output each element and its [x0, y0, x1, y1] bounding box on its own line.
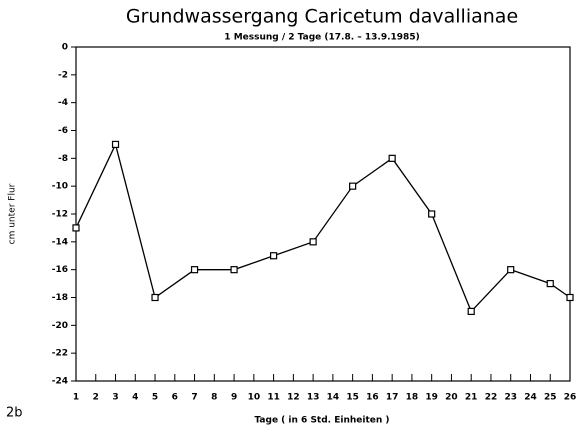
x-tick-label: 10	[248, 393, 261, 403]
x-tick-label: 22	[485, 393, 498, 403]
x-tick-label: 19	[425, 393, 438, 403]
point-marker	[309, 238, 317, 246]
point-marker	[230, 266, 238, 274]
x-tick-label: 9	[231, 393, 237, 403]
x-tick-label: 14	[327, 393, 340, 403]
y-tick-label: -18	[52, 293, 68, 303]
y-tick-label: -2	[58, 70, 68, 80]
point-marker	[270, 252, 278, 260]
y-tick-label: -24	[52, 377, 68, 387]
point-marker	[388, 154, 396, 162]
x-tick-label: 3	[112, 393, 118, 403]
x-tick-label: 18	[406, 393, 419, 403]
point-marker	[151, 293, 159, 302]
y-tick-label: -4	[58, 98, 68, 108]
chart-subtitle: 1 Messung / 2 Tage (17.8. – 13.9.1985)	[224, 33, 419, 43]
y-tick-label: -10	[52, 182, 68, 192]
x-tick-label: 4	[132, 393, 138, 403]
y-tick-label: -12	[52, 210, 68, 220]
plot-frame	[75, 46, 571, 382]
point-marker	[111, 140, 120, 149]
x-tick-label: 20	[445, 393, 458, 403]
point-marker	[72, 224, 80, 232]
point-marker	[507, 266, 515, 274]
y-axis-label: cm unter Flur	[8, 183, 18, 244]
x-tick-label: 21	[465, 393, 478, 403]
y-tick-label: -8	[58, 154, 68, 164]
point-marker	[467, 307, 475, 316]
y-tick-label: -16	[52, 265, 68, 275]
y-tick-label: -6	[58, 126, 68, 136]
x-tick-label: 8	[211, 393, 217, 403]
series-line	[75, 142, 571, 313]
x-tick-label: 25	[544, 393, 557, 403]
x-tick-label: 11	[267, 393, 280, 403]
x-tick-label: 15	[346, 393, 359, 403]
x-tick-label: 5	[152, 393, 158, 403]
y-tick-label: 0	[62, 43, 68, 53]
x-tick-label: 24	[524, 393, 537, 403]
point-marker	[566, 293, 574, 302]
y-tick-label: -22	[52, 349, 68, 359]
y-tick-label: -20	[52, 321, 68, 331]
x-tick-label: 7	[191, 393, 197, 403]
panel-label: 2b	[6, 406, 23, 421]
x-tick-label: 6	[172, 393, 178, 403]
x-tick-label: 23	[504, 393, 517, 403]
point-marker	[546, 279, 554, 288]
x-axis-label: Tage ( in 6 Std. Einheiten )	[254, 416, 389, 426]
x-tick-label: 17	[386, 393, 399, 403]
x-tick-label: 13	[307, 393, 320, 403]
x-tick-label: 16	[366, 393, 379, 403]
point-marker	[428, 210, 436, 218]
x-tick-label: 26	[564, 393, 576, 403]
point-marker	[190, 266, 199, 274]
chart-title: Grundwassergang Caricetum davallianae	[126, 6, 518, 28]
x-tick-label: 1	[73, 393, 79, 403]
point-marker	[349, 182, 357, 190]
x-tick-label: 2	[93, 393, 99, 403]
y-tick-label: -14	[52, 237, 68, 247]
x-tick-label: 12	[287, 393, 300, 403]
